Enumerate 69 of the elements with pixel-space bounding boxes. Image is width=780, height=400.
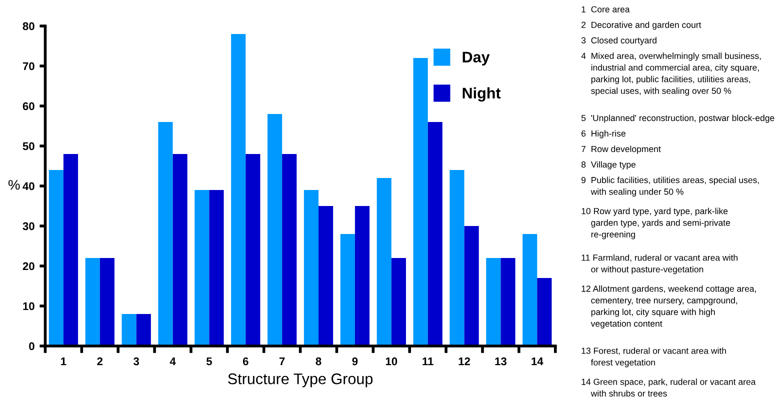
bar xyxy=(413,58,428,346)
text: 4 Mixed area, overwhelmingly small business, industrial and commercial area, city square, parking lot, public facilities, utilities areas, special uses, with sealing over 50 % xyxy=(581,52,761,96)
text: 12 Allotment gardens, weekend cottage area, cementery, tree nursery, campground, parking lot, city square with high vegetation content xyxy=(582,285,756,328)
x-tick-label: 12 xyxy=(458,357,470,366)
bar xyxy=(428,122,442,346)
x-axis-title: Structure Type Group xyxy=(228,373,373,388)
bar xyxy=(85,258,100,346)
bar xyxy=(340,234,355,346)
y-tick-label: 40 xyxy=(22,182,34,190)
y-tick-label: 60 xyxy=(22,102,34,110)
bar xyxy=(48,170,64,346)
bar xyxy=(500,258,516,346)
bar xyxy=(209,190,224,346)
x-tick-label: 11 xyxy=(422,358,434,366)
bar xyxy=(522,234,538,346)
bar xyxy=(136,314,151,346)
bar xyxy=(318,206,334,346)
y-tick-label: 10 xyxy=(23,302,34,310)
bar xyxy=(376,178,392,346)
text: 2 Decorative and garden court xyxy=(582,22,702,30)
text: 7 Row development xyxy=(582,146,661,154)
y-tick-label: 80 xyxy=(22,22,34,30)
x-tick-label: 4 xyxy=(170,358,176,366)
text: 13 Forest, ruderal or vacant area with forest vegetation xyxy=(582,347,726,368)
text: 10 Row yard type, yard type, park-like garden type, yards and semi-private re-greening xyxy=(582,208,730,240)
y-tick-label: 30 xyxy=(22,222,34,230)
text: 9 Public facilities, utilities areas, special uses, with sealing under 50 % xyxy=(582,176,759,197)
x-tick-label: 9 xyxy=(352,357,358,366)
legend-label: Night xyxy=(462,87,501,102)
bar xyxy=(537,278,552,346)
x-tick-label: 14 xyxy=(532,358,544,366)
text: 1 Core area xyxy=(582,6,630,12)
bar xyxy=(172,154,188,346)
bar xyxy=(231,34,246,346)
text: 11 Farmland, ruderal or vacant area with or without pasture-vegetation xyxy=(582,254,738,274)
bar xyxy=(194,190,210,346)
bar xyxy=(391,258,406,346)
bar xyxy=(122,314,136,346)
bar xyxy=(158,122,173,346)
bar xyxy=(100,258,114,346)
y-tick-label: 50 xyxy=(22,142,34,150)
x-tick-label: 10 xyxy=(386,357,398,366)
x-tick-label: 8 xyxy=(316,357,322,366)
x-tick-label: 6 xyxy=(242,357,248,366)
bar xyxy=(450,170,464,346)
y-tick-label: 0 xyxy=(29,342,34,350)
legend-label: Day xyxy=(462,52,490,66)
bar xyxy=(354,206,370,346)
x-tick-label: 13 xyxy=(495,357,506,366)
x-tick-label: 7 xyxy=(279,358,285,366)
bar xyxy=(63,154,78,346)
y-tick-label: 70 xyxy=(22,62,34,70)
y-tick-label: 20 xyxy=(22,262,34,270)
text: 3 Closed courtyard xyxy=(581,37,656,46)
bar xyxy=(304,190,319,346)
text: 5 'Unplanned' reconstruction, postwar block-edge xyxy=(581,114,774,123)
text: 14 Green space, park, ruderal or vacant area with shrubs or trees xyxy=(582,378,756,397)
x-tick-label: 1 xyxy=(61,358,66,366)
bar xyxy=(282,154,297,346)
x-tick-label: 3 xyxy=(134,357,140,366)
text: 8 Village type xyxy=(581,161,636,170)
bar xyxy=(486,258,501,346)
x-tick-label: 5 xyxy=(206,358,212,366)
text: 6 High-rise xyxy=(582,130,626,138)
bar xyxy=(268,114,282,346)
bar xyxy=(246,154,260,346)
x-tick-label: 2 xyxy=(97,357,103,366)
y-axis-title: % xyxy=(8,180,20,190)
bar xyxy=(464,226,479,346)
